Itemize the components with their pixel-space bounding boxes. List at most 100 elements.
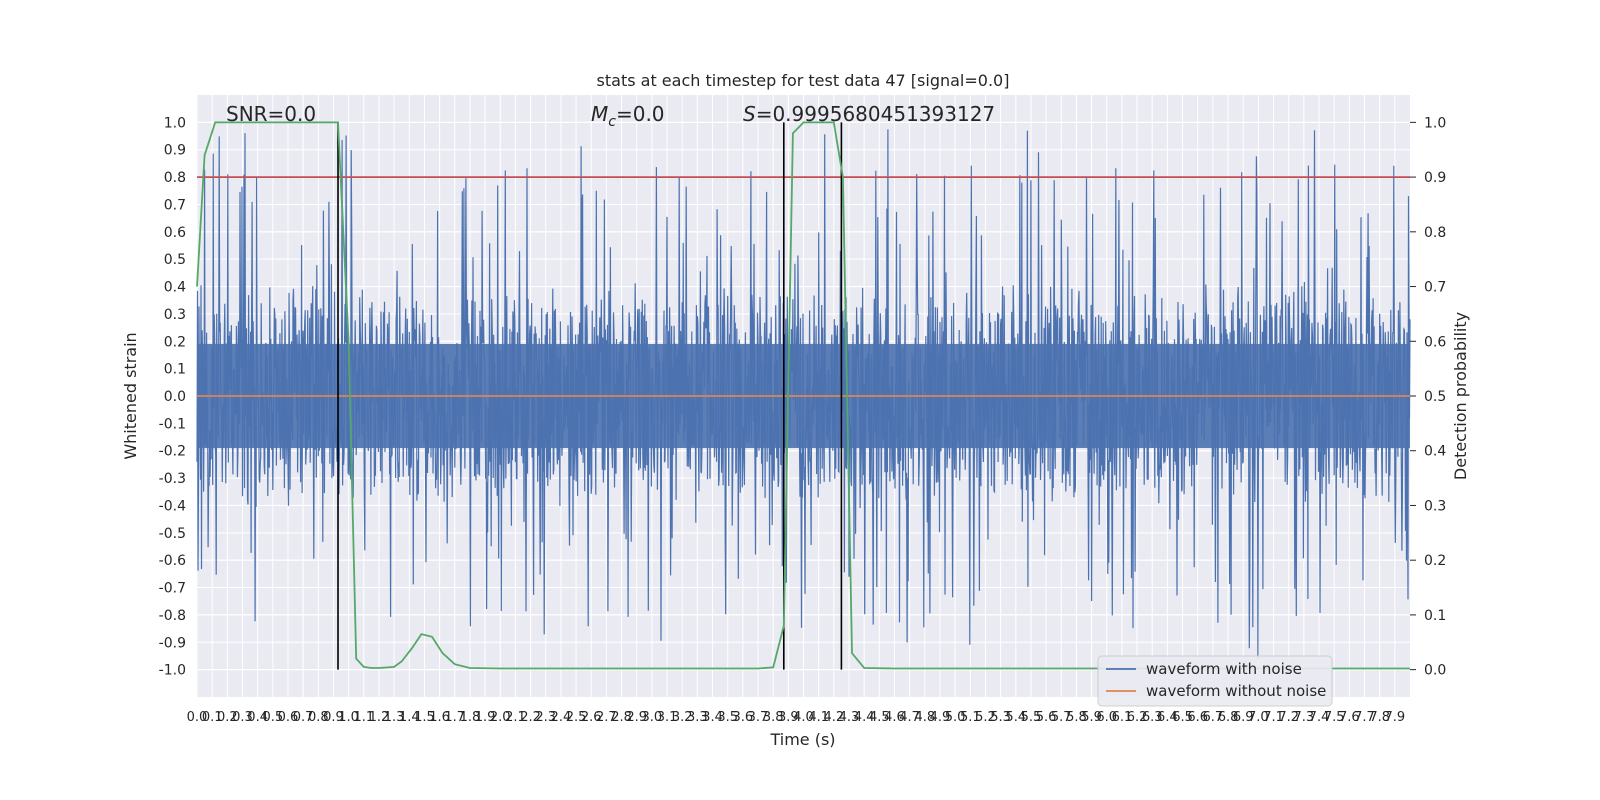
mc-subscript: c xyxy=(608,114,616,130)
legend-label-clean: waveform without noise xyxy=(1146,682,1326,700)
x-tick-label: 3.8 xyxy=(763,710,784,725)
x-tick-label: 1.0 xyxy=(338,710,359,725)
y-axis-right-label: Detection probability xyxy=(1451,312,1470,480)
y-left-tick-label: -0.1 xyxy=(159,416,186,432)
y-right-tick-label: 0.9 xyxy=(1424,170,1446,186)
x-tick-label: 2.2 xyxy=(520,710,541,725)
s-annotation: S=0.9995680451393127 xyxy=(743,102,995,126)
y-left-tick-label: 0.5 xyxy=(164,252,186,268)
detection-probability-line xyxy=(196,121,1410,670)
x-axis-label: Time (s) xyxy=(769,730,835,749)
x-tick-label: 4.4 xyxy=(854,710,875,725)
x-tick-label: 7.3 xyxy=(1294,710,1315,725)
x-tick-label: 2.0 xyxy=(490,710,511,725)
x-tick-label: 1.1 xyxy=(353,710,374,725)
x-tick-label: 0.3 xyxy=(232,710,253,725)
x-tick-label: 7.1 xyxy=(1263,710,1284,725)
x-tick-label: 5.1 xyxy=(960,710,981,725)
y-left-tick-label: 0.0 xyxy=(164,389,186,405)
x-tick-label: 2.5 xyxy=(566,710,587,725)
x-tick-label: 0.6 xyxy=(278,710,299,725)
y-left-tick-label: 0.3 xyxy=(164,307,186,323)
x-tick-label: 4.8 xyxy=(914,710,935,725)
x-tick-label: 5.2 xyxy=(975,710,996,725)
x-tick-label: 4.1 xyxy=(808,710,829,725)
x-tick-label: 0.1 xyxy=(202,710,223,725)
y-left-tick-label: 0.9 xyxy=(164,143,186,159)
x-tick-label: 6.8 xyxy=(1218,710,1239,725)
x-tick-label: 2.3 xyxy=(535,710,556,725)
x-tick-label: 4.0 xyxy=(793,710,814,725)
y-left-tick-label: -0.9 xyxy=(159,635,186,651)
x-tick-label: 5.0 xyxy=(945,710,966,725)
x-tick-label: 1.7 xyxy=(444,710,465,725)
y-right-tick-label: 0.1 xyxy=(1424,608,1446,624)
x-tick-label: 3.5 xyxy=(717,710,738,725)
x-tick-label: 3.6 xyxy=(733,710,754,725)
x-tick-label: 6.4 xyxy=(1157,710,1178,725)
y-right-tick-label: 0.6 xyxy=(1424,334,1446,350)
x-tick-label: 7.7 xyxy=(1354,710,1375,725)
y-left-tick-label: -0.6 xyxy=(159,553,186,569)
y-left-tick-label: 0.4 xyxy=(164,280,186,296)
y-left-tick-label: -0.5 xyxy=(159,526,186,542)
x-tick-label: 3.9 xyxy=(778,710,799,725)
x-tick-label: 5.5 xyxy=(1021,710,1042,725)
x-tick-label: 6.9 xyxy=(1233,710,1254,725)
y-left-tick-label: -0.8 xyxy=(159,608,186,624)
x-tick-label: 6.0 xyxy=(1096,710,1117,725)
x-tick-label: 5.7 xyxy=(1051,710,1072,725)
x-tick-label: 0.2 xyxy=(217,710,238,725)
y-axis-left-ticks: 1.0 0.9 0.8 0.7 0.6 0.5 0.4 0.3 0.2 0.1 0.0 -0.1 -0.… xyxy=(159,115,186,678)
noise-line xyxy=(196,129,1411,660)
x-tick-label: 2.7 xyxy=(596,710,617,725)
y-right-tick-label: 0.3 xyxy=(1424,498,1446,514)
x-tick-label: 3.3 xyxy=(687,710,708,725)
x-tick-label: 4.7 xyxy=(899,710,920,725)
plot-area xyxy=(196,95,1411,697)
y-left-tick-label: -0.3 xyxy=(159,471,186,487)
x-tick-label: 3.7 xyxy=(748,710,769,725)
legend-box xyxy=(1097,655,1333,707)
x-tick-label: 5.9 xyxy=(1081,710,1102,725)
y-left-tick-label: -0.4 xyxy=(159,498,186,514)
x-tick-label: 1.8 xyxy=(460,710,481,725)
x-tick-label: 6.1 xyxy=(1112,710,1133,725)
y-right-tick-label: 0.5 xyxy=(1424,389,1446,405)
y-right-tick-label: 0.4 xyxy=(1424,444,1446,460)
y-left-tick-label: 0.1 xyxy=(164,362,186,378)
x-tick-label: 5.6 xyxy=(1036,710,1057,725)
x-tick-label: 2.1 xyxy=(505,710,526,725)
y-left-tick-label: 1.0 xyxy=(164,115,186,131)
x-tick-label: 7.4 xyxy=(1309,710,1330,725)
x-tick-label: 2.8 xyxy=(611,710,632,725)
y-left-tick-label: 0.6 xyxy=(164,225,186,241)
x-tick-label: 1.4 xyxy=(399,710,420,725)
x-tick-label: 2.6 xyxy=(581,710,602,725)
x-tick-label: 2.4 xyxy=(551,710,572,725)
mc-value: =0.0 xyxy=(616,102,665,126)
x-tick-label: 0.4 xyxy=(247,710,268,725)
x-tick-label: 0.5 xyxy=(262,710,283,725)
y-right-tick-label: 0.8 xyxy=(1424,225,1446,241)
x-tick-label: 0.0 xyxy=(187,710,208,725)
x-tick-label: 2.9 xyxy=(626,710,647,725)
mc-symbol: M xyxy=(591,102,608,126)
x-axis-ticks: 0.00.10.20.30.40.50.60.70.80.91.01.11.21… xyxy=(187,710,1406,725)
x-tick-label: 4.6 xyxy=(884,710,905,725)
y-left-tick-label: -0.7 xyxy=(159,581,186,597)
x-tick-label: 6.6 xyxy=(1187,710,1208,725)
x-tick-label: 3.4 xyxy=(702,710,723,725)
x-tick-label: 6.3 xyxy=(1142,710,1163,725)
y-right-tick-label: 0.2 xyxy=(1424,553,1446,569)
x-tick-label: 3.2 xyxy=(672,710,693,725)
x-tick-label: 7.2 xyxy=(1278,710,1299,725)
y-right-tick-label: 0.7 xyxy=(1424,280,1446,296)
x-tick-label: 1.2 xyxy=(369,710,390,725)
x-tick-label: 6.5 xyxy=(1172,710,1193,725)
y-axis-left-label: Whitened strain xyxy=(121,332,140,459)
y-right-tick-label: 1.0 xyxy=(1424,115,1446,131)
x-tick-label: 1.3 xyxy=(384,710,405,725)
x-tick-label: 3.1 xyxy=(657,710,678,725)
